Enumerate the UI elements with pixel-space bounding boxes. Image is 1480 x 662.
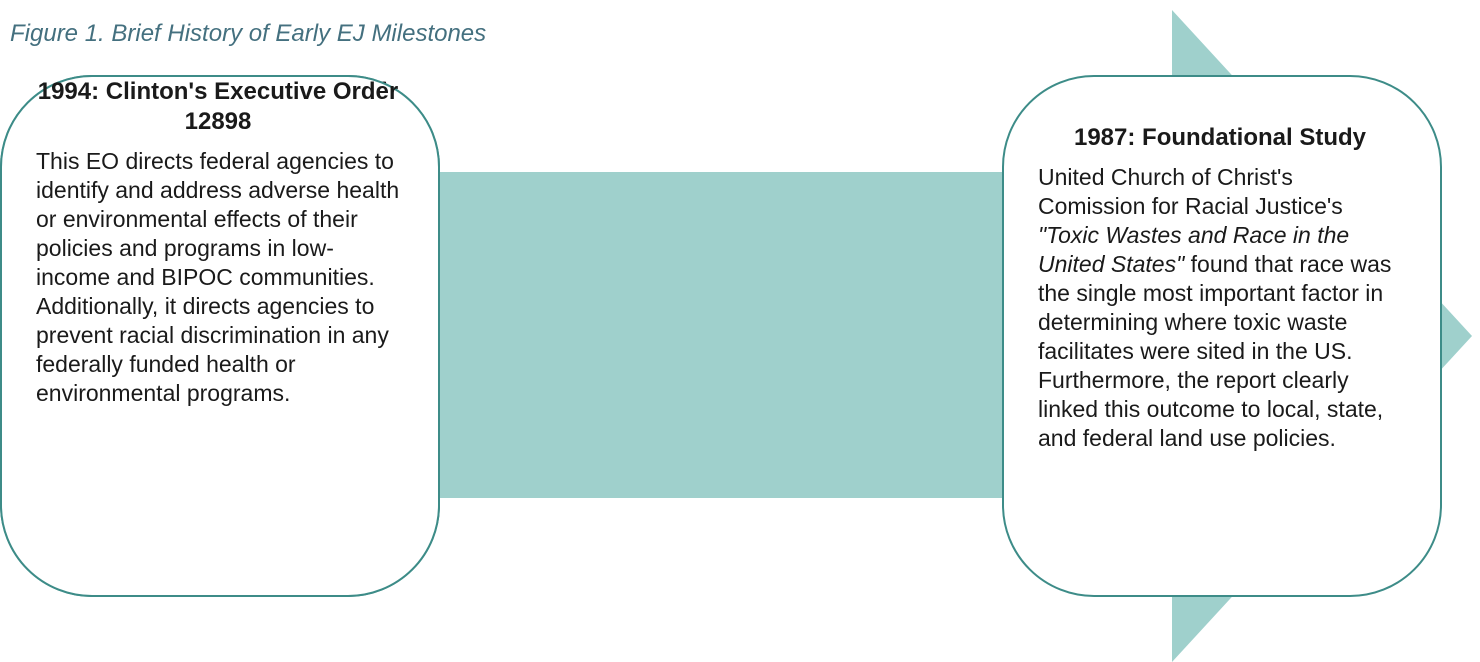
text-segment: "Toxic Wastes and Race in the United Sta… xyxy=(1038,222,1350,277)
milestone-box: 1994: Clinton's Executive Order 12898 Thi… xyxy=(0,75,440,597)
milestone-title: 1994: Clinton's Executive Order 12898 xyxy=(37,78,399,135)
milestone-box: 1987: Foundational Study United Church of… xyxy=(1002,75,1442,597)
text-segment: United Church of Christ's Comission for … xyxy=(1038,164,1343,219)
caption: Figure 1. Brief History of Early EJ Mile… xyxy=(10,20,487,47)
milestone-text: United Church of Christ's Comission for … xyxy=(1038,163,1402,453)
milestone-title: 1987: Foundational Study xyxy=(1073,124,1367,151)
text-segment: This EO directs federal agencies to iden… xyxy=(36,148,400,406)
milestone-text: This EO directs federal agencies to iden… xyxy=(36,147,400,408)
text-segment: found that race was the single most impo… xyxy=(1038,251,1392,451)
